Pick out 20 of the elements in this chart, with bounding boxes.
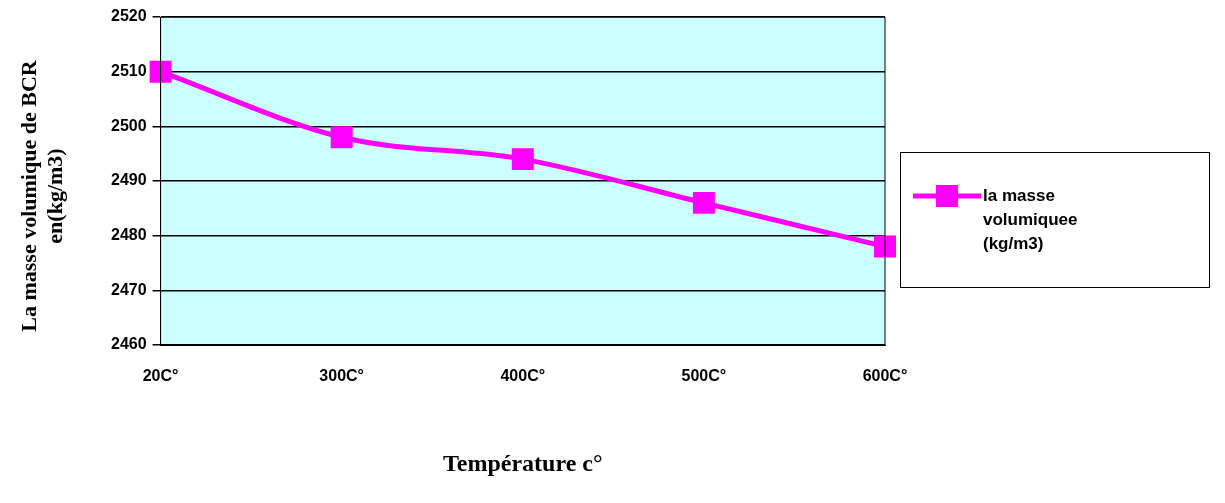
- x-tick-label: 300C°: [319, 367, 365, 385]
- point: [692, 191, 715, 214]
- y-tick-label: 2510: [111, 62, 147, 80]
- y-tick-label: 2480: [111, 226, 147, 244]
- point: [330, 126, 353, 149]
- x-axis-title: Température c°: [443, 449, 603, 476]
- legend-label: la masse volumiquee (kg/m3): [983, 185, 1079, 255]
- x-tick-label: 500C°: [681, 367, 727, 385]
- y-tick-label: 2500: [111, 116, 147, 134]
- y-tick-label: 2460: [111, 335, 147, 353]
- point: [511, 148, 534, 171]
- x-tick-label: 600C°: [862, 367, 908, 385]
- y-tick-label: 2520: [111, 7, 147, 25]
- y-tick-label: 2490: [111, 171, 147, 189]
- point: [874, 235, 896, 258]
- y-tick-label: 2470: [111, 280, 147, 298]
- x-tick-label: 20C°: [142, 367, 179, 385]
- y-axis-title: La masse volumique de BCR en(kg/m3): [16, 59, 68, 334]
- point: [149, 60, 172, 83]
- x-tick-label: 400C°: [500, 367, 546, 385]
